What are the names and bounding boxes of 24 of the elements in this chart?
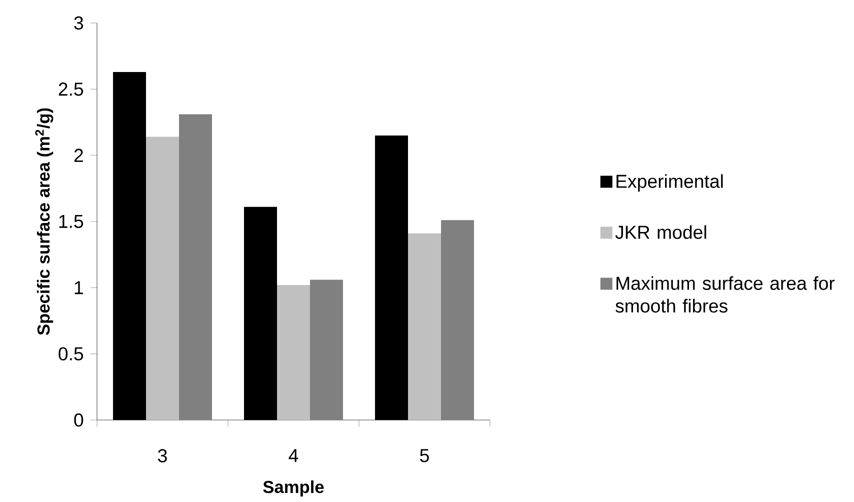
y-tick-label: 0 [74,413,84,427]
bar [244,206,278,420]
x-tick-label: 5 [420,449,429,462]
legend-label: Experimental [616,174,723,192]
y-tick-label: 2 [74,148,83,162]
bar [277,285,310,420]
legend-label: Maximum surface area for smooth fibres [616,276,835,313]
x-tick-label: 3 [158,449,167,462]
x-axis-title: Sample [263,480,324,497]
y-tick-label: 2.5 [58,82,84,96]
bar [310,280,344,420]
y-tick-label: 1 [74,281,83,294]
y-axis-title: Specific surface area (m$^{2}$/g) [35,108,54,335]
bar [408,233,442,420]
y-tick-label: 0.5 [58,347,84,360]
legend-label: JKR model [615,225,706,239]
x-tick-label: 4 [288,449,298,462]
bar [441,220,474,420]
bar [113,72,146,420]
bar [179,114,212,420]
bar [146,136,180,420]
bar [375,135,408,420]
y-tick-label: 3 [74,16,84,30]
y-tick-label: 1.5 [59,214,84,228]
